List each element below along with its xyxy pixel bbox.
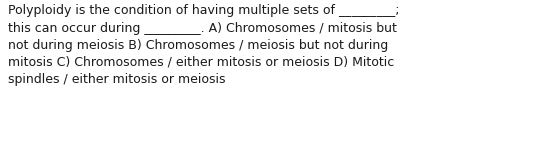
- Text: Polyploidy is the condition of having multiple sets of _________;
this can occur: Polyploidy is the condition of having mu…: [8, 4, 400, 86]
